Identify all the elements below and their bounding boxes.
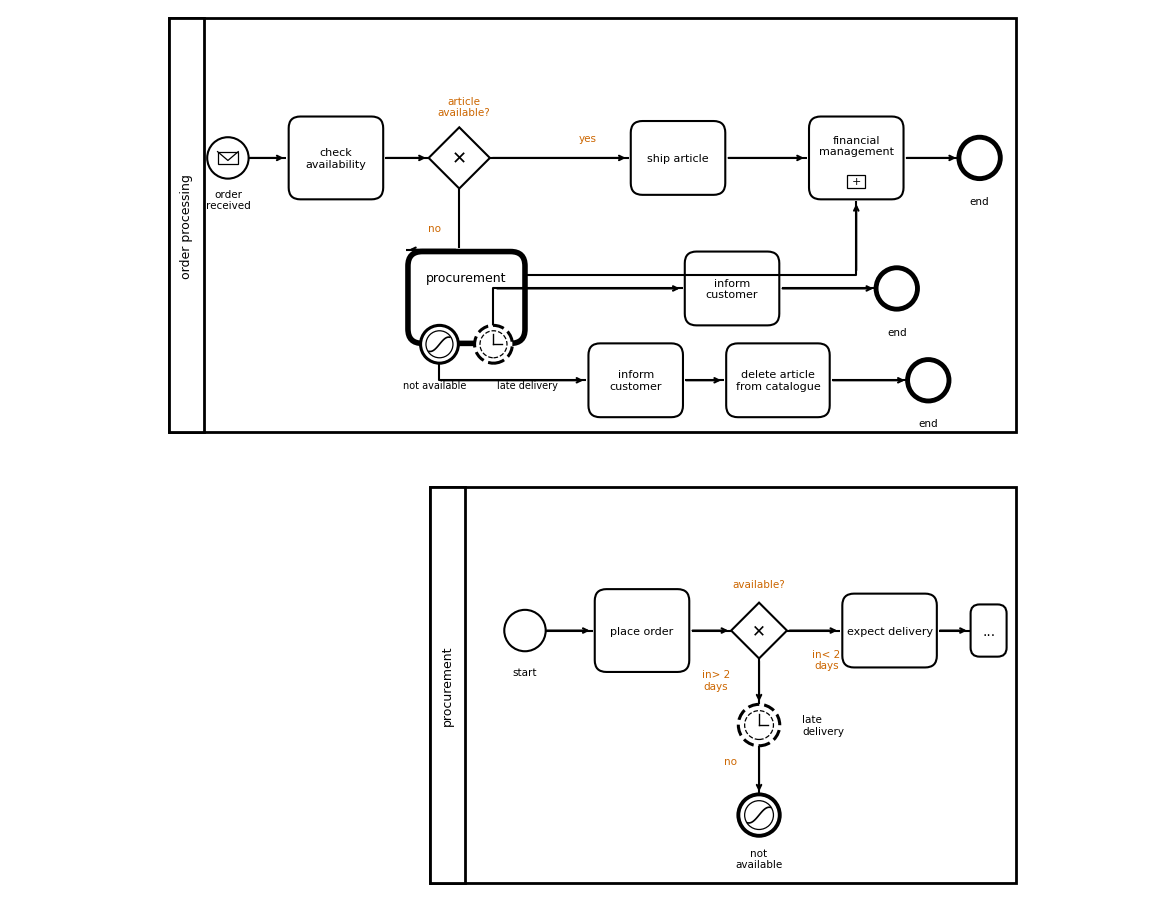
Text: not available: not available [404,381,467,391]
Bar [169,19,1015,433]
Polygon shape [732,603,787,658]
Circle shape [876,269,917,309]
Text: in> 2
days: in> 2 days [701,669,729,691]
Text: yes: yes [579,134,598,144]
Text: end: end [887,327,907,337]
Text: financial
management: financial management [819,135,894,157]
FancyBboxPatch shape [288,117,383,200]
Text: late delivery: late delivery [497,381,558,391]
Bar [431,487,1015,883]
Circle shape [908,360,949,401]
Text: ✕: ✕ [752,621,766,640]
Text: end: end [970,197,990,207]
FancyBboxPatch shape [685,253,780,326]
Text: late
delivery: late delivery [802,714,844,736]
Text: expect delivery: expect delivery [846,626,932,636]
Text: article
available?: article available? [438,97,490,118]
Circle shape [959,138,1000,179]
Text: in< 2
days: in< 2 days [812,649,840,670]
Text: no: no [427,224,441,234]
FancyBboxPatch shape [595,590,690,672]
Bar [431,487,464,883]
Text: order processing: order processing [180,174,193,279]
FancyBboxPatch shape [630,122,725,196]
Circle shape [480,331,506,358]
Text: place order: place order [610,626,673,636]
Text: ...: ... [983,624,995,638]
Circle shape [426,331,453,358]
Bar [169,19,203,433]
FancyBboxPatch shape [971,604,1007,657]
Text: ship article: ship article [648,153,708,164]
Circle shape [745,711,774,740]
Circle shape [739,795,780,836]
Text: procurement: procurement [441,645,454,725]
Text: available?: available? [733,579,785,589]
Text: ✕: ✕ [452,150,467,168]
Polygon shape [428,128,490,189]
Circle shape [745,801,774,830]
FancyBboxPatch shape [809,117,903,200]
FancyBboxPatch shape [843,594,937,667]
Circle shape [475,326,512,364]
FancyBboxPatch shape [726,344,830,418]
Bar [847,176,865,189]
Circle shape [420,326,459,364]
Text: not
available: not available [735,848,783,870]
Text: +: + [852,177,861,187]
FancyBboxPatch shape [408,253,525,344]
Text: no: no [724,756,736,766]
Text: procurement: procurement [426,272,506,285]
Text: end: end [918,419,938,429]
Text: inform
customer: inform customer [609,370,662,391]
Text: check
availability: check availability [306,148,366,170]
FancyBboxPatch shape [588,344,683,418]
Bar [217,152,238,165]
Text: start: start [512,667,537,677]
Circle shape [208,138,249,179]
Text: inform
customer: inform customer [706,279,759,300]
Text: order
received: order received [205,189,250,211]
Text: delete article
from catalogue: delete article from catalogue [735,370,820,391]
Circle shape [504,610,546,651]
Circle shape [739,704,780,746]
